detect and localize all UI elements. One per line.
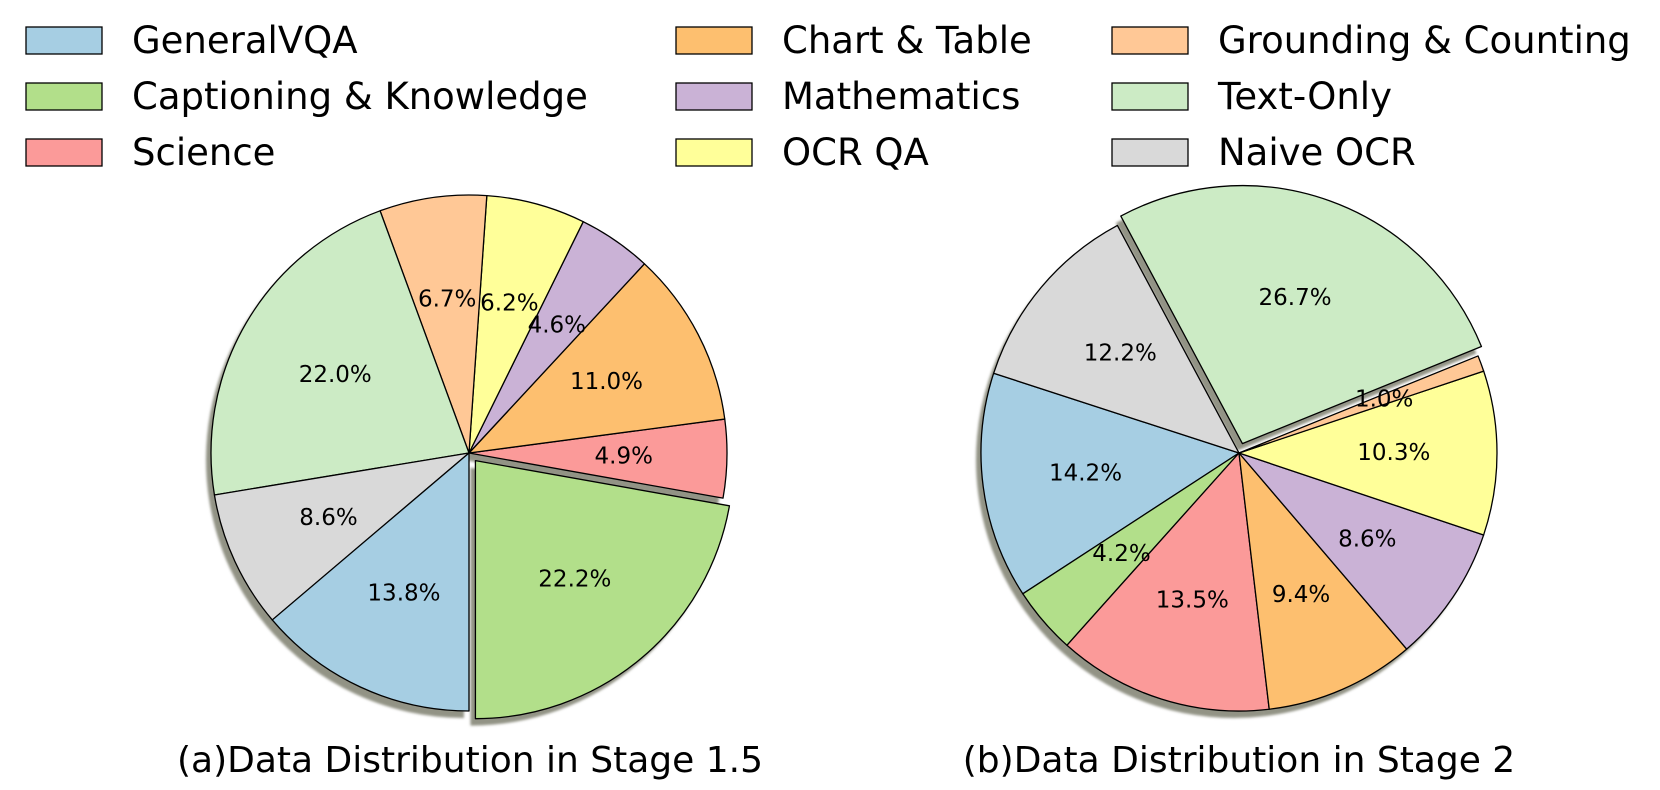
- slice-label-ocr-qa: 10.3%: [1357, 440, 1430, 466]
- caption-stage-2: (b)Data Distribution in Stage 2: [963, 740, 1515, 781]
- slice-label-generalvqa: 14.2%: [1049, 460, 1122, 486]
- slice-grounding-and-counting: [379, 194, 488, 454]
- legend-label-chart-and-table: Chart & Table: [782, 19, 1032, 62]
- slice-text-only: [1120, 184, 1483, 445]
- slice-label-naive-ocr: 8.6%: [299, 505, 357, 531]
- legend-label-naive-ocr: Naive OCR: [1218, 131, 1416, 174]
- slice-label-science: 13.5%: [1156, 588, 1229, 614]
- legend-swatch-grounding-and-counting: [1111, 26, 1189, 55]
- slice-naive-ocr: [992, 224, 1240, 454]
- legend-swatch-mathematics: [675, 82, 753, 111]
- slice-generalvqa: [271, 452, 470, 712]
- legend-label-text-only: Text-Only: [1217, 75, 1392, 118]
- slice-label-chart-and-table: 9.4%: [1272, 582, 1330, 608]
- legend-swatch-generalvqa: [25, 26, 103, 55]
- legend: GeneralVQA Chart & Table Grounding & Count…: [25, 19, 1631, 174]
- slice-label-captioning-and-knowledge: 4.2%: [1092, 541, 1150, 567]
- slice-chart-and-table: [468, 263, 726, 454]
- slice-label-mathematics: 4.6%: [528, 313, 586, 339]
- slice-science: [1066, 452, 1270, 712]
- legend-swatch-text-only: [1111, 82, 1189, 111]
- slice-chart-and-table: [1238, 452, 1408, 710]
- legend-label-mathematics: Mathematics: [782, 75, 1020, 118]
- legend-label-generalvqa: GeneralVQA: [132, 19, 358, 62]
- pie-chart-stage-2: 14.2% 4.2%13.5% 9.4% 8.6% 10.3% 1.0% 26.7% 12.2…: [975, 184, 1498, 718]
- legend-swatch-captioning-and-knowledge: [25, 82, 103, 111]
- slice-text-only: [210, 210, 470, 496]
- legend-swatch-chart-and-table: [675, 26, 753, 55]
- legend-swatch-naive-ocr: [1111, 138, 1189, 167]
- slice-label-ocr-qa: 6.2%: [480, 291, 538, 317]
- slice-label-grounding-and-counting: 6.7%: [418, 287, 476, 313]
- slice-label-science: 4.9%: [595, 443, 653, 469]
- slice-label-chart-and-table: 11.0%: [570, 369, 643, 395]
- slice-label-mathematics: 8.6%: [1338, 527, 1396, 553]
- legend-swatch-ocr-qa: [675, 138, 753, 167]
- slice-label-text-only: 22.0%: [299, 362, 372, 388]
- legend-label-science: Science: [132, 131, 275, 174]
- caption-stage-1-5: (a)Data Distribution in Stage 1.5: [177, 740, 763, 781]
- slice-grounding-and-counting: [1238, 355, 1485, 454]
- slice-naive-ocr: [213, 452, 470, 621]
- slice-captioning-and-knowledge: [474, 460, 731, 720]
- slice-label-naive-ocr: 12.2%: [1084, 341, 1157, 367]
- slice-generalvqa: [980, 372, 1240, 595]
- slice-ocr-qa: [1238, 370, 1498, 536]
- slice-label-text-only: 26.7%: [1259, 285, 1332, 311]
- slice-mathematics: [1238, 452, 1485, 650]
- slice-label-grounding-and-counting: 1.0%: [1355, 386, 1413, 412]
- slice-label-captioning-and-knowledge: 22.2%: [538, 566, 611, 592]
- legend-label-grounding-and-counting: Grounding & Counting: [1218, 19, 1631, 62]
- legend-label-captioning-and-knowledge: Captioning & Knowledge: [132, 75, 588, 118]
- pie-chart-stage-1-5: 22.2% 4.9% 11.0% 4.6%6.2%6.7% 22.0% 8.6% 13.8%: [206, 194, 731, 726]
- legend-label-ocr-qa: OCR QA: [782, 131, 929, 174]
- slice-label-generalvqa: 13.8%: [367, 580, 440, 606]
- legend-swatch-science: [25, 138, 103, 167]
